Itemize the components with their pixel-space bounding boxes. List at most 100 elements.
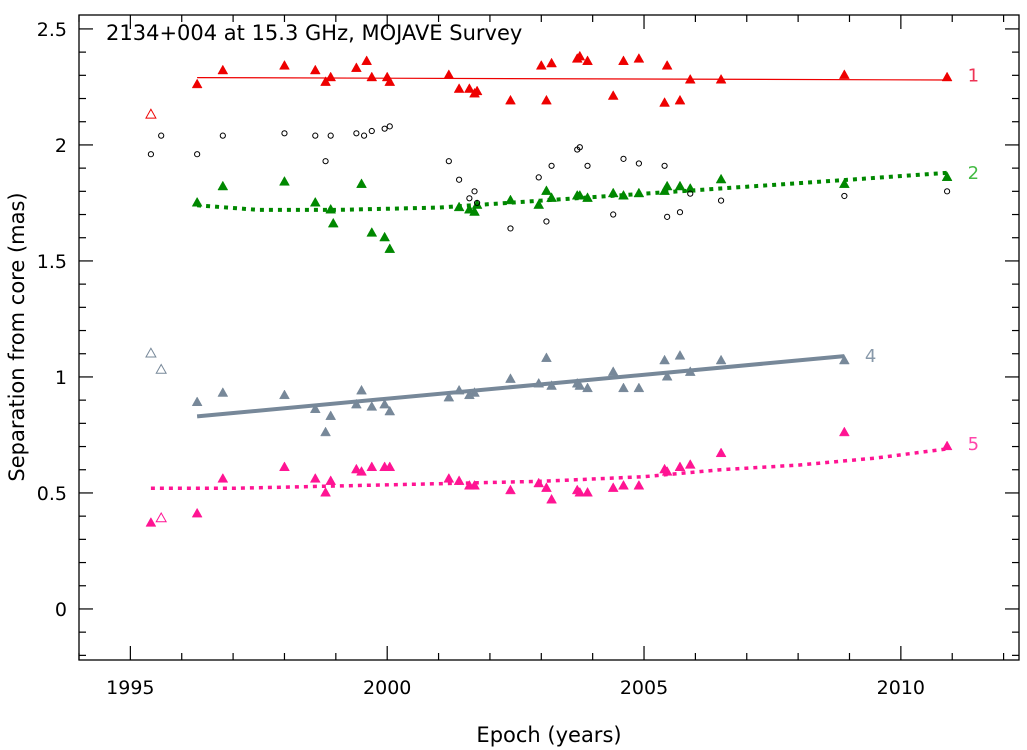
data-point-unassigned	[664, 213, 671, 220]
data-point-5	[191, 507, 203, 518]
data-point-2	[541, 185, 552, 195]
data-point-5	[309, 473, 321, 483]
data-point-4	[582, 382, 593, 393]
data-point-4	[469, 387, 480, 397]
data-point-1	[535, 60, 547, 70]
data-point-5	[384, 461, 396, 471]
data-point-unassigned	[676, 209, 684, 216]
data-point-1	[541, 94, 552, 105]
data-point-2	[327, 217, 339, 228]
data-point-unassigned	[535, 174, 542, 181]
data-point-unassigned	[610, 211, 617, 218]
data-point-1	[505, 94, 516, 105]
data-point-unassigned	[158, 132, 165, 139]
y-tick-label: 0.5	[37, 483, 67, 505]
data-point-2	[469, 206, 480, 216]
data-point-1	[443, 69, 455, 79]
y-tick-label: 1.5	[37, 251, 67, 273]
data-point-unassigned	[386, 123, 393, 130]
data-point-5	[469, 479, 480, 490]
data-point-4	[384, 405, 396, 416]
data-point-unassigned	[281, 130, 288, 137]
data-point-4	[325, 410, 337, 420]
x-tick-label: 2010	[877, 677, 925, 699]
data-point-2	[379, 231, 391, 242]
data-point-unassigned	[548, 162, 555, 169]
data-point-4	[366, 401, 378, 411]
data-point-5	[941, 440, 953, 451]
data-point-unassigned	[381, 125, 388, 132]
fit-line-5	[150, 447, 948, 491]
data-point-4	[505, 373, 516, 383]
data-point-5	[607, 482, 619, 492]
data-point-unassigned	[471, 188, 478, 195]
data-point-5	[838, 426, 850, 437]
data-point-4	[659, 354, 670, 365]
data-point-4	[541, 352, 552, 362]
data-point-unassigned	[147, 151, 155, 158]
data-point-1	[684, 73, 696, 84]
data-point-1	[361, 55, 373, 65]
data-point-5	[533, 477, 545, 488]
component-labels: 1 2 4 5	[865, 65, 979, 455]
data-point-1	[471, 85, 483, 96]
data-point-5	[541, 482, 552, 492]
y-axis-title: Separation from core (mas)	[5, 192, 29, 481]
x-tick-label: 2005	[620, 677, 668, 699]
data-point-5	[618, 479, 629, 490]
data-point-5	[505, 484, 516, 495]
data-point-1	[574, 50, 586, 61]
x-axis-title: Epoch (years)	[476, 723, 621, 747]
axis-ticks: 1995 2000 2005 2010 0 0.5 1 1.5 2 2.5	[37, 15, 1019, 699]
data-point-unassigned	[687, 190, 694, 197]
data-point-4	[356, 384, 367, 395]
data-point-4	[546, 380, 557, 390]
data-point-1	[838, 69, 850, 79]
data-point-1	[941, 71, 953, 82]
data-point-4	[443, 391, 455, 402]
data-point-4	[533, 377, 545, 388]
data-point-2	[505, 194, 516, 205]
data-point-1	[384, 76, 396, 86]
data-point-1	[582, 55, 593, 65]
data-point-2	[941, 171, 953, 181]
data-point-1	[715, 73, 727, 84]
data-point-4	[618, 382, 629, 393]
data-point-1	[325, 71, 337, 82]
data-point-4	[633, 382, 645, 393]
data-point-1	[279, 60, 290, 70]
data-point-1	[464, 83, 475, 93]
data-point-5	[325, 475, 337, 485]
data-point-unassigned	[661, 162, 668, 169]
data-point-5	[320, 486, 331, 497]
data-point-4	[674, 350, 686, 360]
data-point-5	[546, 493, 557, 504]
data-point-5	[574, 486, 586, 497]
data-point-unassigned	[507, 225, 514, 232]
data-point-unassigned	[456, 176, 463, 183]
data-point-unassigned	[360, 132, 368, 139]
component-label-1: 1	[968, 65, 979, 86]
data-point-1	[191, 78, 203, 89]
data-point-2	[582, 192, 593, 202]
data-point-2	[471, 199, 483, 209]
data-point-1	[633, 53, 645, 63]
data-point-4	[574, 380, 586, 390]
data-point-5	[633, 479, 645, 490]
data-point-1	[607, 90, 619, 100]
fit-line-1	[197, 77, 948, 81]
data-point-5	[145, 517, 157, 527]
data-point-5	[715, 447, 727, 458]
data-point-unassigned	[543, 218, 550, 225]
data-point-2	[309, 196, 321, 207]
data-point-4-unfitted-	[155, 363, 167, 374]
data-point-unassigned	[445, 158, 452, 165]
data-point-1	[674, 94, 686, 105]
data-point-4	[191, 396, 203, 407]
y-tick-label: 2.5	[37, 19, 67, 41]
data-point-5	[217, 473, 229, 483]
data-point-4	[379, 398, 391, 409]
data-point-5	[661, 466, 673, 476]
data-point-4	[453, 384, 465, 395]
plot-frame	[78, 14, 1020, 661]
